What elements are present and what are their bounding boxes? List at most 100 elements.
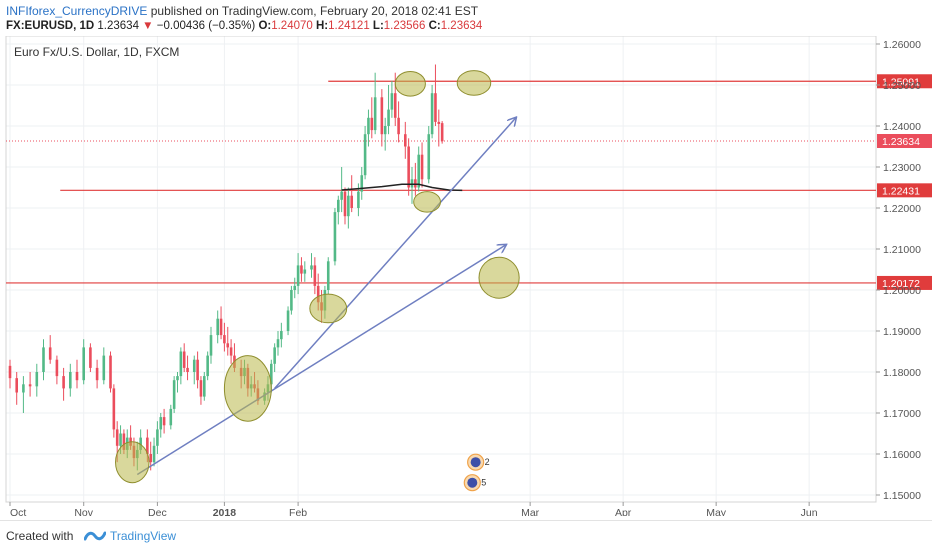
author-link[interactable]: INFIforex_CurrencyDRIVE bbox=[6, 4, 148, 18]
candle-body[interactable] bbox=[383, 126, 387, 135]
candle-body[interactable] bbox=[112, 388, 116, 430]
candle-body[interactable] bbox=[55, 359, 59, 377]
candle-body[interactable] bbox=[276, 339, 280, 348]
candle-body[interactable] bbox=[440, 123, 444, 142]
candle-body[interactable] bbox=[95, 367, 99, 381]
candle-body[interactable] bbox=[159, 417, 163, 430]
horizontal-levels[interactable]: 1.25091 1.22431 1.20172 1.23634 bbox=[6, 74, 932, 290]
candle-body[interactable] bbox=[69, 372, 72, 389]
candle-body[interactable] bbox=[313, 265, 317, 286]
tradingview-brand[interactable]: TradingView bbox=[110, 529, 177, 543]
highlight-ellipse[interactable] bbox=[115, 441, 150, 484]
candle-body[interactable] bbox=[226, 343, 230, 348]
event-badges[interactable]: 25 bbox=[463, 453, 490, 492]
candle-body[interactable] bbox=[414, 179, 417, 188]
candle-body[interactable] bbox=[109, 355, 112, 389]
candle-body[interactable] bbox=[350, 195, 353, 208]
candle-body[interactable] bbox=[387, 109, 390, 126]
candle-body[interactable] bbox=[206, 355, 209, 377]
candle-body[interactable] bbox=[280, 331, 283, 340]
candle-body[interactable] bbox=[427, 134, 431, 180]
candle-body[interactable] bbox=[367, 117, 370, 135]
candle-body[interactable] bbox=[75, 372, 79, 381]
candle-body[interactable] bbox=[122, 433, 126, 450]
trend-arrow[interactable] bbox=[136, 245, 506, 476]
candle-body[interactable] bbox=[219, 318, 223, 336]
candle-body[interactable] bbox=[102, 355, 106, 381]
candle-body[interactable] bbox=[89, 347, 92, 368]
candle-body[interactable] bbox=[162, 417, 166, 426]
candle-body[interactable] bbox=[196, 359, 199, 381]
highlight-ellipse[interactable] bbox=[456, 70, 492, 96]
chart-area[interactable]: Euro Fx/U.S. Dollar, 1D, FXCM 1.25091 1.2… bbox=[0, 35, 932, 519]
candle-body[interactable] bbox=[82, 347, 85, 381]
candle-body[interactable] bbox=[420, 154, 424, 180]
candle-body[interactable] bbox=[42, 347, 45, 372]
candle-body[interactable] bbox=[293, 285, 297, 290]
highlight-ellipse[interactable] bbox=[309, 293, 348, 324]
candle-body[interactable] bbox=[152, 445, 156, 463]
candle-body[interactable] bbox=[182, 351, 186, 368]
candle-body[interactable] bbox=[273, 347, 276, 364]
candle-body[interactable] bbox=[149, 454, 152, 463]
candle-body[interactable] bbox=[337, 199, 340, 213]
candle-body[interactable] bbox=[223, 335, 226, 344]
candle-body[interactable] bbox=[156, 429, 159, 446]
highlight-ellipses[interactable] bbox=[115, 70, 520, 484]
candle-body[interactable] bbox=[316, 285, 320, 303]
candle-body[interactable] bbox=[370, 117, 374, 131]
trend-arrow[interactable] bbox=[274, 118, 516, 389]
candle-body[interactable] bbox=[199, 380, 203, 397]
candle-body[interactable] bbox=[397, 117, 400, 135]
candle-body[interactable] bbox=[404, 134, 407, 147]
candle-body[interactable] bbox=[437, 121, 441, 124]
highlight-ellipse[interactable] bbox=[394, 70, 426, 97]
candle-body[interactable] bbox=[333, 212, 337, 262]
highlight-ellipse[interactable] bbox=[413, 191, 441, 213]
candle-body[interactable] bbox=[15, 378, 18, 393]
candle-body[interactable] bbox=[139, 437, 142, 450]
price-axis[interactable]: 1.26000 1.25000 1.24000 1.23000 1.22000 1.210… bbox=[876, 39, 921, 502]
candle-body[interactable] bbox=[296, 265, 300, 286]
candle-body[interactable] bbox=[363, 134, 367, 176]
trendlines[interactable] bbox=[136, 118, 516, 476]
candle-body[interactable] bbox=[410, 179, 414, 188]
candle-body[interactable] bbox=[286, 310, 290, 332]
candle-body[interactable] bbox=[8, 365, 12, 379]
highlight-ellipse[interactable] bbox=[478, 256, 520, 299]
candle-body[interactable] bbox=[393, 93, 397, 118]
candle-body[interactable] bbox=[115, 429, 119, 446]
candle-body[interactable] bbox=[380, 97, 384, 135]
time-axis[interactable]: Oct Nov Dec 2018 Feb Mar Apr May Jun bbox=[9, 502, 818, 519]
candle-body[interactable] bbox=[340, 191, 343, 200]
candle-body[interactable] bbox=[390, 93, 394, 110]
candle-body[interactable] bbox=[373, 97, 377, 131]
price-chart[interactable]: Euro Fx/U.S. Dollar, 1D, FXCM 1.250911.2… bbox=[0, 35, 932, 519]
candle-body[interactable] bbox=[347, 195, 350, 217]
candle-body[interactable] bbox=[35, 372, 39, 387]
highlight-ellipse[interactable] bbox=[223, 355, 272, 422]
candle-body[interactable] bbox=[172, 380, 176, 409]
candles[interactable] bbox=[8, 64, 444, 471]
candle-body[interactable] bbox=[48, 347, 52, 360]
candle-body[interactable] bbox=[179, 351, 183, 377]
candle-body[interactable] bbox=[290, 290, 293, 311]
candle-body[interactable] bbox=[216, 318, 219, 336]
candle-body[interactable] bbox=[22, 384, 25, 393]
candle-body[interactable] bbox=[407, 146, 410, 188]
candle-body[interactable] bbox=[300, 265, 303, 274]
candle-body[interactable] bbox=[192, 359, 196, 372]
candle-body[interactable] bbox=[303, 269, 307, 274]
candle-body[interactable] bbox=[119, 433, 122, 446]
candle-body[interactable] bbox=[270, 363, 273, 385]
candle-body[interactable] bbox=[310, 265, 313, 270]
candle-body[interactable] bbox=[434, 93, 437, 122]
candle-body[interactable] bbox=[146, 437, 149, 454]
candle-body[interactable] bbox=[229, 347, 233, 356]
candle-body[interactable] bbox=[357, 191, 360, 208]
candle-body[interactable] bbox=[62, 376, 65, 389]
candle-body[interactable] bbox=[209, 335, 213, 356]
candle-body[interactable] bbox=[417, 154, 420, 188]
candle-body[interactable] bbox=[360, 175, 364, 192]
candle-body[interactable] bbox=[326, 261, 330, 290]
